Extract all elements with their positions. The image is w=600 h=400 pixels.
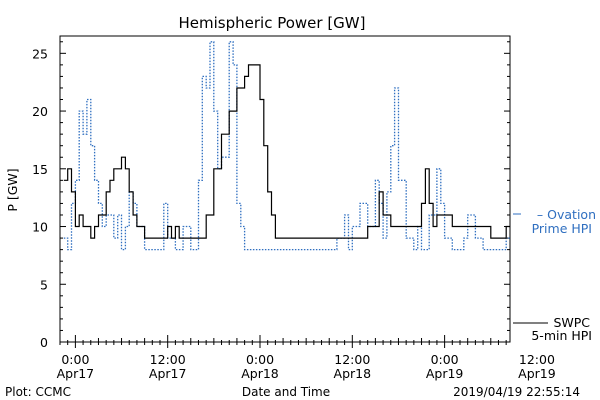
y-tick-label: 25 <box>32 46 48 61</box>
y-tick-label: 15 <box>32 162 48 177</box>
plot-frame <box>59 35 511 343</box>
x-tick-time-label: 12:00 <box>150 352 186 367</box>
legend-swpc-label-2: 5-min HPI <box>531 328 592 343</box>
chart-title: Hemispheric Power [GW] <box>179 14 366 32</box>
x-tick-time-label: 0:00 <box>246 352 274 367</box>
y-axis-label: P [GW] <box>5 168 20 211</box>
series-ovation-prime-line <box>63 41 510 251</box>
x-tick-date-label: Apr19 <box>426 366 464 381</box>
x-tick-date-label: Apr17 <box>149 366 187 381</box>
x-axis-ticks: 0:00Apr1712:00Apr170:00Apr1812:00Apr180:… <box>57 335 556 381</box>
y-tick-label: 0 <box>40 335 48 350</box>
y-tick-label: 20 <box>32 104 48 119</box>
legend-ovation-label-1: – Ovation <box>537 207 596 222</box>
x-tick-time-label: 0:00 <box>61 352 89 367</box>
x-axis-label: Date and Time <box>242 385 330 399</box>
footer-timestamp: 2019/04/19 22:55:14 <box>453 385 580 399</box>
x-tick-date-label: Apr18 <box>241 366 279 381</box>
y-axis-ticks: 0 5 10 15 20 25 <box>32 41 510 350</box>
y-tick-label: 10 <box>32 220 48 235</box>
legend-swpc-label-1: SWPC <box>553 315 590 330</box>
x-tick-date-label: Apr17 <box>57 366 95 381</box>
x-tick-date-label: Apr19 <box>518 366 556 381</box>
series-swpc-line <box>63 64 510 239</box>
y-tick-label: 5 <box>40 277 48 292</box>
legend-ovation-label-2: Prime HPI <box>532 221 592 236</box>
x-tick-date-label: Apr18 <box>334 366 372 381</box>
series-layer <box>63 41 510 251</box>
x-tick-time-label: 0:00 <box>431 352 459 367</box>
x-tick-time-label: 12:00 <box>519 352 555 367</box>
x-tick-time-label: 12:00 <box>334 352 370 367</box>
footer-credit: Plot: CCMC <box>5 385 71 399</box>
